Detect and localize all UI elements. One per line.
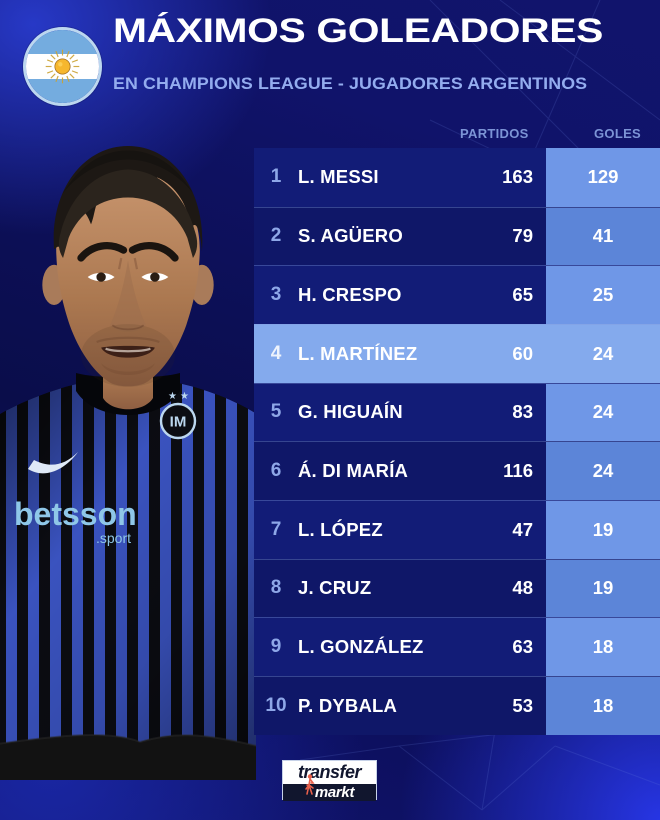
- svg-text:★: ★: [180, 391, 189, 402]
- svg-text:IM: IM: [170, 414, 187, 431]
- svg-text:★: ★: [168, 391, 177, 402]
- svg-text:.sport: .sport: [96, 530, 131, 546]
- svg-text:betsson: betsson: [14, 496, 137, 532]
